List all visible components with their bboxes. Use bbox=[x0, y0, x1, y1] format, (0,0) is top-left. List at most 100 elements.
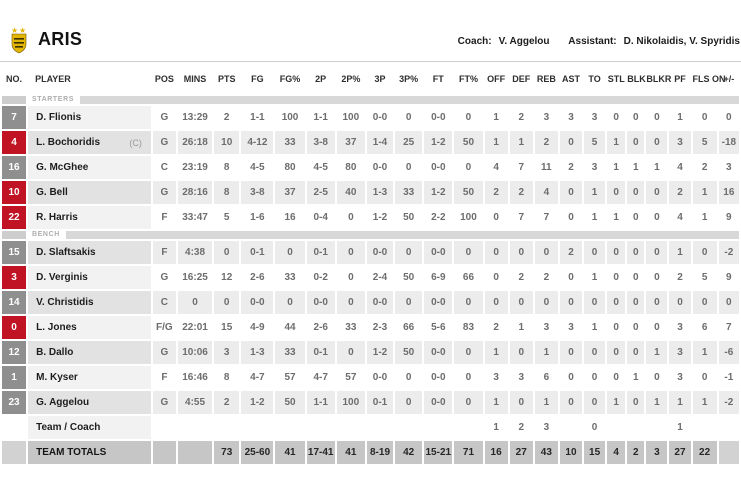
cell-fgp: 80 bbox=[275, 156, 305, 179]
cell-blk: 0 bbox=[627, 266, 645, 289]
cell-ft: 2-2 bbox=[424, 206, 453, 229]
cell-pts: 8 bbox=[214, 156, 240, 179]
cell-flson: 1 bbox=[692, 341, 717, 364]
cell-stl: 4 bbox=[607, 441, 626, 464]
cell-pos: F/G bbox=[152, 316, 176, 339]
cell-ftp: 83 bbox=[454, 316, 483, 339]
empty-number-cell bbox=[2, 416, 27, 439]
cell-p2: 1-1 bbox=[306, 106, 335, 129]
team-name: ARIS bbox=[38, 29, 83, 49]
cell-fg: 25-60 bbox=[241, 441, 274, 464]
cell-fgp: 33 bbox=[275, 266, 305, 289]
cell-p3p: 0 bbox=[395, 106, 423, 129]
cell-pts: 15 bbox=[214, 316, 240, 339]
col-header-ast: AST bbox=[561, 74, 580, 84]
cell-pm: -2 bbox=[718, 241, 739, 264]
cell-pos: G bbox=[152, 106, 176, 129]
cell-mins: 4:38 bbox=[177, 241, 213, 264]
cell-pm bbox=[718, 441, 739, 464]
cell-reb: 0 bbox=[534, 241, 558, 264]
cell-def: 7 bbox=[509, 156, 533, 179]
cell-p2: 0-2 bbox=[306, 266, 335, 289]
cell-pts: 2 bbox=[214, 106, 240, 129]
cell-fg: 1-6 bbox=[241, 206, 274, 229]
cell-pos: C bbox=[152, 156, 176, 179]
cell-pf: 4 bbox=[669, 156, 691, 179]
cell-to: 5 bbox=[584, 131, 606, 154]
cell-p3p: 25 bbox=[395, 131, 423, 154]
cell-def: 2 bbox=[509, 181, 533, 204]
cell-blk: 0 bbox=[627, 316, 645, 339]
cell-def: 1 bbox=[509, 131, 533, 154]
cell-to: 1 bbox=[584, 206, 606, 229]
cell-pf: 3 bbox=[669, 341, 691, 364]
col-header-pf: PF bbox=[674, 74, 686, 84]
player-name-cell: V. Christidis bbox=[28, 291, 151, 314]
cell-blkr: 0 bbox=[646, 181, 668, 204]
cell-p2: 4-5 bbox=[306, 156, 335, 179]
jersey-number-badge: 23 bbox=[2, 391, 27, 414]
col-header-pos: POS bbox=[154, 74, 174, 84]
cell-p2p: 0 bbox=[336, 341, 365, 364]
cell-p3: 0-0 bbox=[366, 106, 394, 129]
cell-p3: 1-2 bbox=[366, 206, 394, 229]
cell-def: 0 bbox=[509, 291, 533, 314]
cell-fgp: 37 bbox=[275, 181, 305, 204]
cell-blk: 0 bbox=[627, 181, 645, 204]
cell-ftp: 0 bbox=[454, 391, 483, 414]
jersey-number-badge: 0 bbox=[2, 316, 27, 339]
cell-ast: 0 bbox=[559, 181, 583, 204]
cell-blk bbox=[627, 416, 645, 439]
col-header-fg: FG bbox=[251, 74, 264, 84]
player-name-cell: D. Slaftsakis bbox=[28, 241, 151, 264]
cell-ft: 0-0 bbox=[424, 291, 453, 314]
jersey-number-badge: 7 bbox=[2, 106, 27, 129]
cell-p2p: 40 bbox=[336, 181, 365, 204]
cell-def: 2 bbox=[509, 416, 533, 439]
cell-off: 16 bbox=[484, 441, 508, 464]
col-header-mins: MINS bbox=[183, 74, 207, 84]
cell-blkr: 0 bbox=[646, 206, 668, 229]
cell-pf: 3 bbox=[669, 366, 691, 389]
cell-stl: 1 bbox=[607, 156, 626, 179]
cell-ft: 1-2 bbox=[424, 181, 453, 204]
cell-p3: 1-2 bbox=[366, 341, 394, 364]
cell-p2: 3-8 bbox=[306, 131, 335, 154]
cell-p3p: 50 bbox=[395, 341, 423, 364]
col-header-stl: STL bbox=[607, 74, 625, 84]
col-header-pm: +/- bbox=[723, 74, 735, 84]
cell-stl: 0 bbox=[607, 366, 626, 389]
cell-fgp: 100 bbox=[275, 106, 305, 129]
player-row: 10 G. Bell G 28:16 8 3-8 37 2-5 40 1-3 33 1-2 50 2 2 4 0… bbox=[2, 181, 739, 204]
cell-pos: G bbox=[152, 341, 176, 364]
cell-pm: 9 bbox=[718, 206, 739, 229]
coach-name: V. Aggelou bbox=[498, 36, 550, 47]
player-name-cell: L. Jones bbox=[28, 316, 151, 339]
cell-p2p: 80 bbox=[336, 156, 365, 179]
cell-mins: 0 bbox=[177, 291, 213, 314]
col-header-blkr: BLKR bbox=[646, 74, 672, 84]
cell-flson: 2 bbox=[692, 156, 717, 179]
jersey-number-badge: 10 bbox=[2, 181, 27, 204]
cell-to: 15 bbox=[584, 441, 606, 464]
cell-pts: 8 bbox=[214, 366, 240, 389]
section-band-cell: BENCH bbox=[2, 231, 739, 239]
cell-p2p bbox=[336, 416, 365, 439]
cell-pos: F bbox=[152, 241, 176, 264]
cell-blk: 0 bbox=[627, 341, 645, 364]
cell-p2p: 57 bbox=[336, 366, 365, 389]
player-row: 16 G. McGhee C 23:19 8 4-5 80 4-5 80 0-0 0 0-0 0 4 7 11… bbox=[2, 156, 739, 179]
player-row: 14 V. Christidis C 0 0 0-0 0 0-0 0 0-0 0 0-0 0 0 0 0 0 0 0… bbox=[2, 291, 739, 314]
cell-reb: 0 bbox=[534, 291, 558, 314]
cell-mins: 10:06 bbox=[177, 341, 213, 364]
cell-mins: 16:46 bbox=[177, 366, 213, 389]
cell-ast: 2 bbox=[559, 241, 583, 264]
cell-stl bbox=[607, 416, 626, 439]
cell-p3p: 50 bbox=[395, 206, 423, 229]
cell-p2p: 0 bbox=[336, 266, 365, 289]
cell-pos bbox=[152, 416, 176, 439]
cell-blk: 1 bbox=[627, 366, 645, 389]
section-label: BENCH bbox=[32, 231, 60, 238]
cell-p3p: 0 bbox=[395, 391, 423, 414]
cell-pos bbox=[152, 441, 176, 464]
